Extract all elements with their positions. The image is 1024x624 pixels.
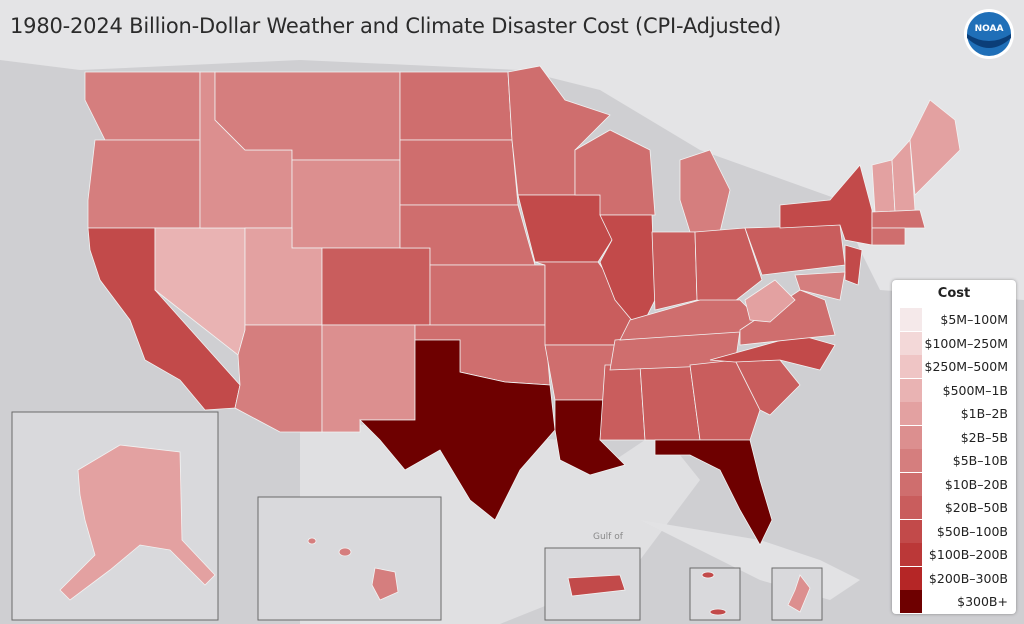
legend-label: $5B–10B	[952, 453, 1008, 468]
legend-label: $250M–500M	[924, 359, 1009, 374]
state-hawaii-big-island[interactable]	[371, 567, 399, 601]
legend-label: $2B–5B	[960, 429, 1008, 445]
legend-label: $20B–50B	[944, 500, 1008, 515]
state-montana[interactable]	[214, 71, 401, 161]
legend-item: $50B–100B	[900, 519, 1012, 543]
state-connecticut[interactable]	[871, 227, 906, 246]
legend-swatch	[900, 308, 922, 331]
legend-item: $5B–10B	[900, 449, 1012, 472]
legend-label: $300B+	[957, 594, 1008, 609]
legend-swatch	[900, 425, 922, 449]
legend-label: $10B–20B	[944, 476, 1008, 492]
inset-hawaii-frame	[257, 496, 442, 621]
legend-title: Cost	[937, 286, 971, 301]
territory-virgin-islands[interactable]	[701, 571, 715, 579]
state-north-dakota[interactable]	[399, 71, 513, 141]
legend-swatch	[900, 566, 922, 590]
state-vermont[interactable]	[871, 159, 896, 213]
logo-text: NOAA	[975, 24, 1004, 34]
legend-swatch	[900, 472, 922, 496]
state-indiana[interactable]	[651, 231, 698, 311]
legend-swatch	[900, 331, 922, 355]
state-maryland[interactable]	[794, 271, 846, 301]
legend-swatch	[900, 355, 922, 378]
state-colorado[interactable]	[321, 247, 431, 326]
state-oregon[interactable]	[87, 139, 201, 229]
state-hawaii-oahu[interactable]	[307, 537, 317, 545]
state-florida[interactable]	[654, 439, 773, 546]
canada-land	[0, 0, 1024, 300]
legend-item: $10B–20B	[900, 472, 1012, 496]
territory-st-croix[interactable]	[709, 608, 727, 616]
noaa-logo: NOAA	[964, 9, 1014, 59]
state-hawaii-maui[interactable]	[338, 547, 352, 557]
legend-label: $500M–1B	[942, 382, 1008, 398]
legend-item: $200B–300B	[900, 566, 1012, 590]
state-illinois[interactable]	[599, 214, 656, 331]
state-new-mexico[interactable]	[321, 324, 416, 433]
legend-item: $5M–100M	[900, 308, 1012, 331]
state-west-virginia[interactable]	[744, 279, 796, 323]
legend-item: $250M–500M	[900, 355, 1012, 378]
legend-swatch	[900, 543, 922, 566]
legend-item: $500M–1B	[900, 378, 1012, 402]
legend-swatch	[900, 449, 922, 472]
legend-label: $100B–200B	[928, 547, 1008, 562]
logo-wave	[967, 34, 1011, 48]
state-massachusetts[interactable]	[871, 209, 926, 229]
state-new-jersey[interactable]	[844, 244, 863, 286]
state-mississippi[interactable]	[599, 364, 646, 441]
territory-puerto-rico[interactable]	[567, 574, 626, 597]
legend-item: $1B–2B	[900, 402, 1012, 425]
legend-item: $100B–200B	[900, 543, 1012, 566]
legend-swatch	[900, 378, 922, 402]
state-texas[interactable]	[359, 339, 556, 521]
map-title: 1980-2024 Billion-Dollar Weather and Cli…	[10, 14, 782, 38]
legend-item: $2B–5B	[900, 425, 1012, 449]
logo-disc	[967, 12, 1011, 56]
legend-swatch	[900, 402, 922, 425]
territory-guam[interactable]	[787, 574, 811, 613]
legend-label: $100M–250M	[924, 335, 1009, 351]
state-ohio[interactable]	[694, 227, 763, 306]
state-iowa[interactable]	[517, 194, 613, 263]
legend-item: $20B–50B	[900, 496, 1012, 519]
legend-swatch	[900, 496, 922, 519]
legend-label: $200B–300B	[928, 570, 1008, 586]
legend-item: $100M–250M	[900, 331, 1012, 355]
state-kansas[interactable]	[429, 264, 546, 326]
cost-legend: Cost $5M–100M $100M–250M $250M–500M $500M–1…	[892, 280, 1016, 614]
legend-label: $5M–100M	[940, 312, 1008, 327]
legend-item: $300B+	[900, 590, 1012, 613]
legend-swatch	[900, 590, 922, 613]
state-alabama[interactable]	[639, 364, 701, 441]
state-wyoming[interactable]	[291, 159, 401, 249]
state-maine[interactable]	[909, 99, 961, 196]
state-washington[interactable]	[84, 71, 201, 141]
state-alaska[interactable]	[59, 444, 216, 601]
legend-swatch	[900, 519, 922, 543]
legend-label: $1B–2B	[960, 406, 1008, 421]
legend-label: $50B–100B	[936, 523, 1008, 539]
map-label-gulf: Gulf of	[593, 532, 624, 542]
state-south-dakota[interactable]	[399, 139, 519, 206]
